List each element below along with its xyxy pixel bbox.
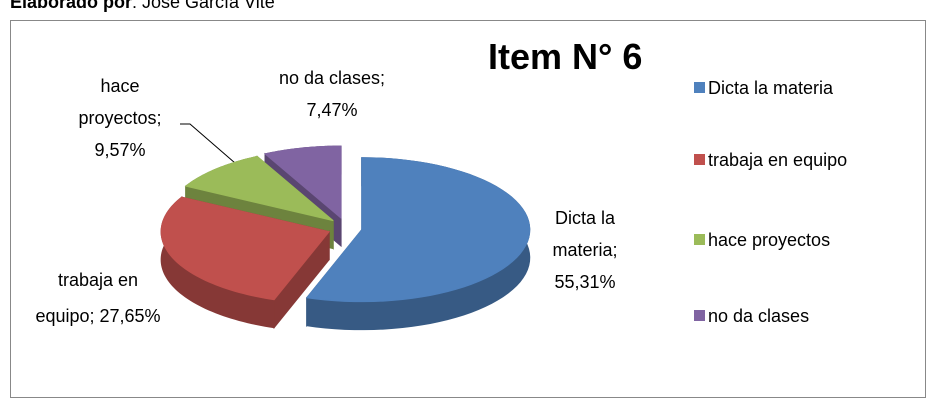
slice — [263, 145, 342, 220]
legend-label: hace proyectos — [708, 230, 831, 250]
slice — [305, 157, 531, 303]
data-label: trabaja en equipo; 27,65% — [35, 270, 161, 326]
data-label: Dicta la materia; 55,31% — [552, 208, 618, 292]
data-label: no da clases; 7,47% — [278, 68, 386, 120]
legend-swatch — [694, 310, 705, 321]
legend-item: hace proyectos — [694, 225, 848, 255]
slice — [160, 196, 331, 301]
legend-swatch — [694, 234, 705, 245]
caption-label: Elaborado por — [10, 0, 133, 12]
data-label: hace proyectos; 9,57% — [78, 76, 162, 160]
slice — [184, 155, 334, 222]
legend-label: Dicta la materia — [708, 78, 834, 98]
legend-item: trabaja en equipo — [694, 145, 848, 175]
chart-title: Item N° 6 — [488, 36, 643, 77]
leader-line — [180, 123, 236, 164]
legend-label: trabaja en equipo — [708, 150, 848, 170]
legend-swatch — [694, 82, 705, 93]
caption: Elaborado por: José García Vite — [10, 0, 275, 13]
legend-swatch — [694, 154, 705, 165]
chart-frame — [10, 20, 926, 398]
caption-text: : José García Vite — [132, 0, 275, 12]
legend-item: Dicta la materia — [694, 73, 848, 103]
legend-item: no da clases — [694, 301, 848, 331]
legend-label: no da clases — [708, 306, 810, 326]
